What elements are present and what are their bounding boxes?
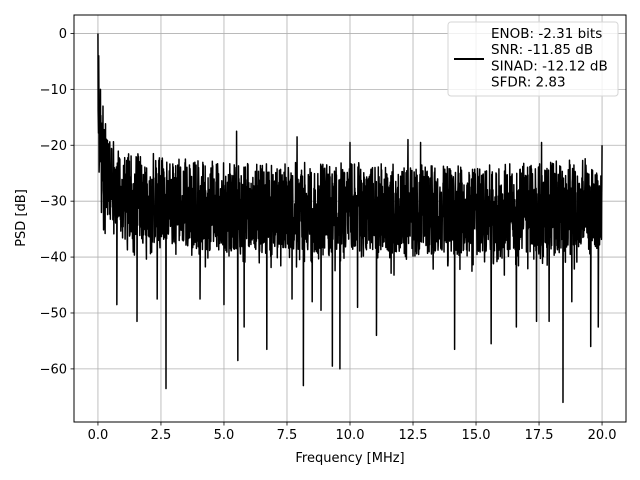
y-tick-label: 0 bbox=[59, 27, 67, 42]
y-tick-label: −40 bbox=[40, 251, 67, 266]
x-tick-label: 20.0 bbox=[588, 428, 617, 443]
y-tick-label: −50 bbox=[40, 306, 67, 321]
x-tick-label: 10.0 bbox=[336, 428, 365, 443]
series-layer bbox=[97, 33, 603, 404]
x-tick-label: 15.0 bbox=[462, 428, 491, 443]
x-tick-label: 5.0 bbox=[214, 428, 235, 443]
legend-series-label: ENOB: -2.31 bits SNR: -11.85 dB SINAD: -12… bbox=[491, 26, 608, 91]
y-tick-label: −20 bbox=[40, 139, 67, 154]
y-tick-label: −60 bbox=[40, 362, 67, 377]
y-ticks: 0 −10 −20 −30 −40 −50 −60 bbox=[40, 27, 74, 377]
x-tick-label: 17.5 bbox=[525, 428, 554, 443]
x-tick-label: 0.0 bbox=[88, 428, 109, 443]
x-tick-label: 2.5 bbox=[151, 428, 172, 443]
legend: ENOB: -2.31 bits SNR: -11.85 dB SINAD: -12… bbox=[447, 21, 619, 97]
y-tick-label: −10 bbox=[40, 83, 67, 98]
x-tick-label: 7.5 bbox=[277, 428, 298, 443]
y-tick-label: −30 bbox=[40, 195, 67, 210]
x-tick-label: 12.5 bbox=[399, 428, 428, 443]
y-axis-label: PSD [dB] bbox=[14, 189, 29, 247]
x-axis-label: Frequency [MHz] bbox=[295, 451, 404, 466]
psd-series-line bbox=[97, 33, 603, 404]
x-ticks: 0.0 2.5 5.0 7.5 10.0 12.5 15.0 17.5 20.0 bbox=[88, 422, 617, 443]
legend-box bbox=[447, 21, 619, 97]
